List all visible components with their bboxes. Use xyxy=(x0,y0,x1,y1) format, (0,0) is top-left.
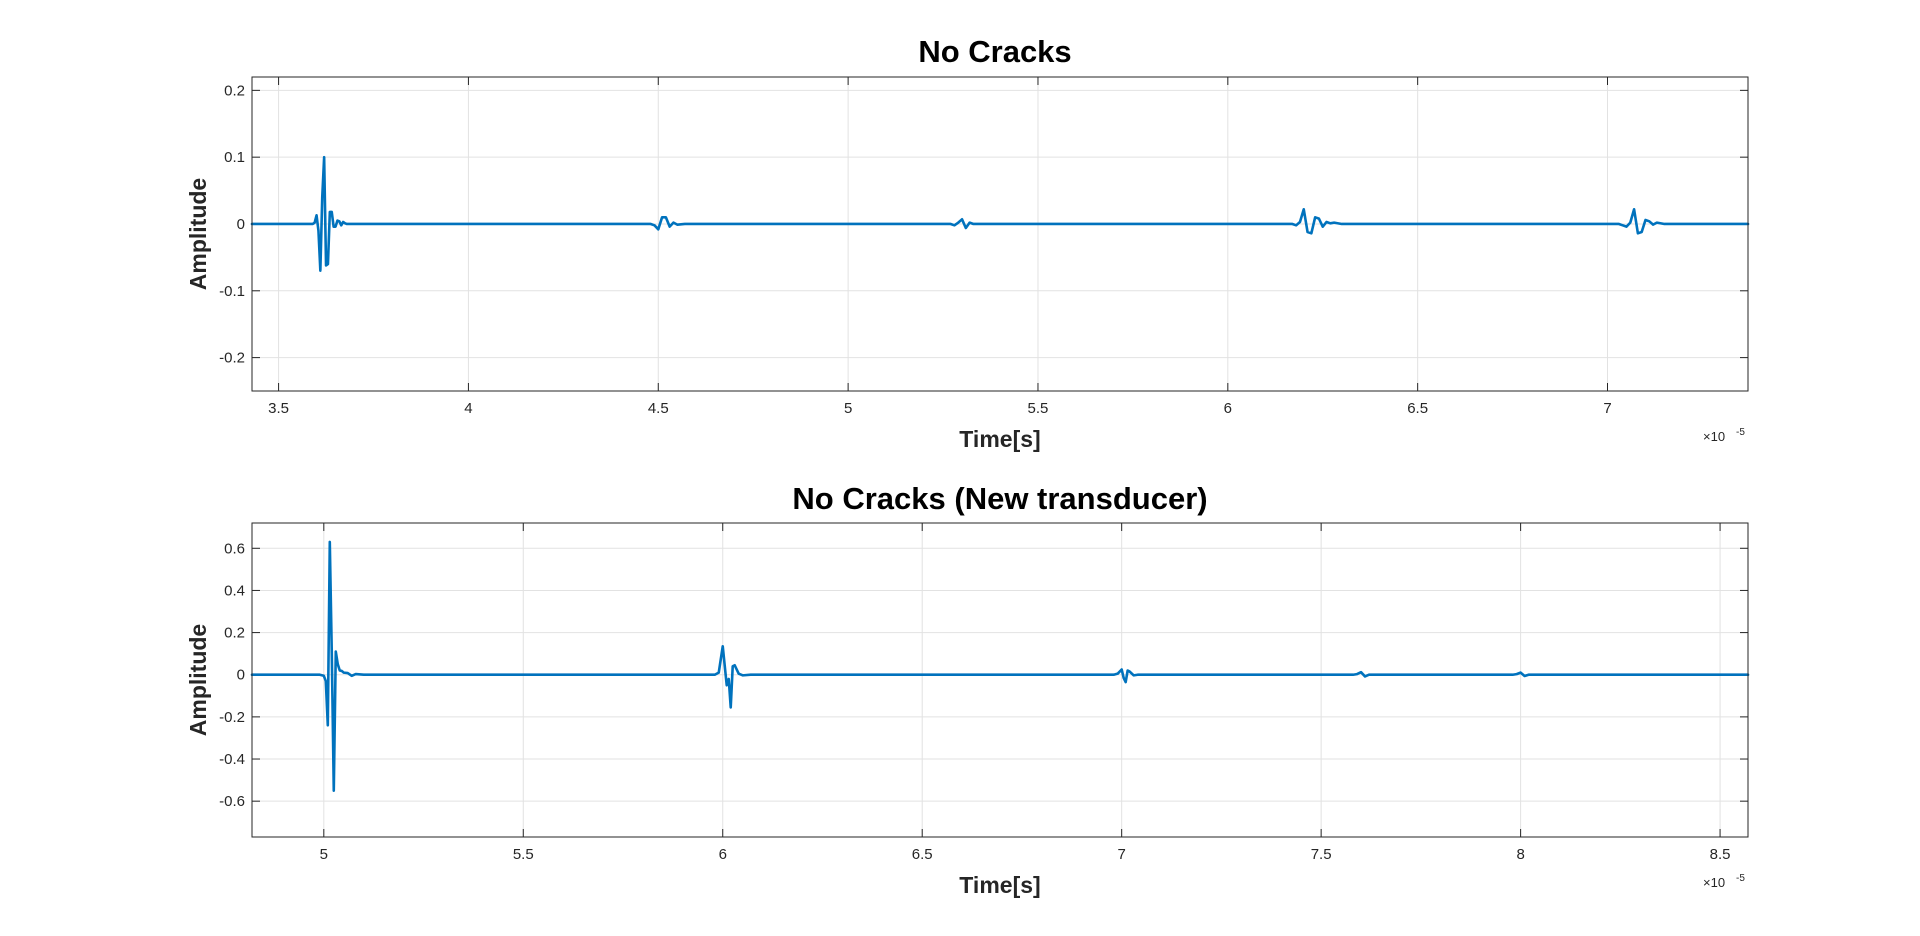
x-multiplier-exponent: -5 xyxy=(1736,873,1745,884)
x-tick-label: 8 xyxy=(1516,846,1524,863)
grid xyxy=(252,77,1748,391)
x-tick-label: 5.5 xyxy=(1028,400,1049,417)
x-tick-label: 7 xyxy=(1117,846,1125,863)
x-tick-label: 5 xyxy=(844,400,852,417)
x-tick-label: 3.5 xyxy=(268,400,289,417)
x-exponent-label: ×10 -5 xyxy=(1703,873,1745,890)
chart-title: No Cracks (New transducer) xyxy=(792,481,1207,516)
x-tick-label: 8.5 xyxy=(1710,846,1731,863)
x-tick-label: 5 xyxy=(320,846,328,863)
signal-line xyxy=(250,540,1750,792)
y-tick-label: -0.1 xyxy=(219,283,245,300)
x-exponent-label: ×10 -5 xyxy=(1703,427,1745,444)
y-tick-label: 0.4 xyxy=(224,582,245,599)
y-tick-label: 0 xyxy=(237,216,245,233)
axes-frame xyxy=(251,76,1749,392)
y-tick-label: -0.2 xyxy=(219,709,245,726)
y-tick-label: -0.6 xyxy=(219,793,245,810)
axes-no-cracks: No Cracks 3.5 4 4.5 5 5.5 6 6.5 7 -0.2 -0.1 0 0.1 0.… xyxy=(185,34,1750,452)
ticks xyxy=(252,77,1748,391)
x-tick-label: 7.5 xyxy=(1311,846,1332,863)
x-tick-label: 6.5 xyxy=(912,846,933,863)
x-axis-label: Time[s] xyxy=(959,426,1040,452)
x-tick-label: 4 xyxy=(464,400,472,417)
signal-line xyxy=(250,155,1750,273)
x-axis-label: Time[s] xyxy=(959,872,1040,898)
x-multiplier-exponent: -5 xyxy=(1736,427,1745,438)
x-tick-label: 7 xyxy=(1603,400,1611,417)
x-multiplier: ×10 xyxy=(1703,875,1725,890)
x-tick-label: 6.5 xyxy=(1407,400,1428,417)
y-axis-label: Amplitude xyxy=(185,178,211,290)
y-tick-label: 0.1 xyxy=(224,149,245,166)
x-tick-label: 6 xyxy=(719,846,727,863)
grid xyxy=(252,523,1748,837)
y-axis-label: Amplitude xyxy=(185,624,211,736)
tick-labels: 5 5.5 6 6.5 7 7.5 8 8.5 -0.6 -0.4 -0.2 0 0.2 0.4 0.6 xyxy=(219,540,1730,863)
y-tick-label: 0.2 xyxy=(224,625,245,642)
x-multiplier: ×10 xyxy=(1703,429,1725,444)
chart-title: No Cracks xyxy=(918,34,1071,69)
x-tick-label: 6 xyxy=(1224,400,1232,417)
y-tick-label: 0.2 xyxy=(224,82,245,99)
y-tick-label: 0 xyxy=(237,667,245,684)
signal-lines xyxy=(250,540,1750,792)
y-tick-label: -0.4 xyxy=(219,751,245,768)
axes-no-cracks-new-transducer: No Cracks (New transducer) 5 5.5 6 6.5 7 7.5 8… xyxy=(185,481,1750,898)
y-tick-label: -0.2 xyxy=(219,350,245,367)
axes-frame xyxy=(251,522,1749,838)
x-tick-label: 4.5 xyxy=(648,400,669,417)
ticks xyxy=(252,523,1748,837)
y-tick-label: 0.6 xyxy=(224,540,245,557)
x-tick-label: 5.5 xyxy=(513,846,534,863)
tick-labels: 3.5 4 4.5 5 5.5 6 6.5 7 -0.2 -0.1 0 0.1 0.2 xyxy=(219,82,1612,417)
signal-lines xyxy=(250,155,1750,273)
